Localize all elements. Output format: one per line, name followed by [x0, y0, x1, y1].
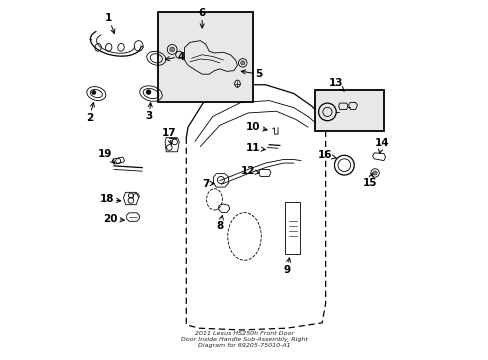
Text: 19: 19 [98, 149, 115, 163]
Text: 3: 3 [145, 103, 153, 121]
Circle shape [92, 90, 96, 95]
Circle shape [146, 90, 151, 95]
Text: 17: 17 [161, 128, 176, 144]
Circle shape [240, 61, 244, 65]
Text: 20: 20 [103, 214, 124, 224]
Text: 16: 16 [318, 150, 335, 160]
Text: 14: 14 [374, 138, 388, 153]
Text: 6: 6 [198, 8, 205, 28]
Text: 15: 15 [362, 173, 376, 188]
Text: 13: 13 [328, 78, 344, 91]
Text: 1: 1 [105, 13, 115, 33]
Circle shape [372, 171, 376, 175]
Text: 7: 7 [202, 179, 214, 189]
Text: 12: 12 [240, 166, 259, 176]
Text: 8: 8 [216, 216, 223, 230]
Text: 4: 4 [165, 51, 184, 62]
Circle shape [169, 47, 174, 52]
Text: 5: 5 [241, 69, 262, 79]
Text: 10: 10 [245, 122, 266, 132]
Text: 2: 2 [85, 103, 94, 123]
Text: 9: 9 [283, 258, 290, 275]
Text: 11: 11 [245, 143, 265, 153]
FancyBboxPatch shape [158, 12, 253, 102]
Text: 18: 18 [99, 194, 121, 204]
FancyBboxPatch shape [314, 90, 383, 131]
Text: 2011 Lexus HS250h Front Door
Door Inside Handle Sub-Assembly, Right
Diagram for : 2011 Lexus HS250h Front Door Door Inside… [181, 331, 307, 348]
